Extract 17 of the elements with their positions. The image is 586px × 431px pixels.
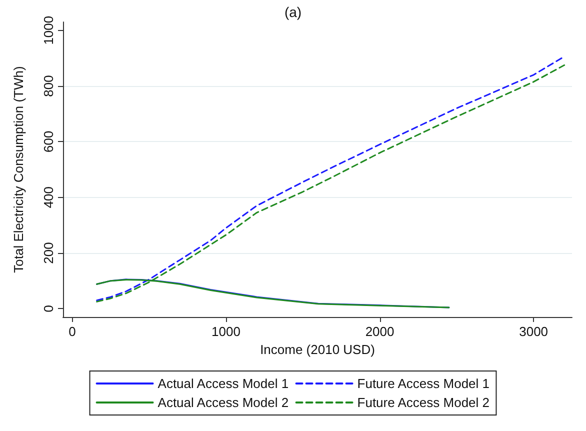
x-tick-label: 0 [68,324,76,339]
y-axis-title: Total Electricity Consumption (TWh) [11,66,26,273]
x-axis-title: Income (2010 USD) [260,342,375,357]
y-tick-label: 400 [41,186,56,208]
chart-title: (a) [284,4,302,20]
y-tick-label: 200 [41,242,56,264]
legend-label: Actual Access Model 1 [158,376,289,391]
y-tick-label: 600 [41,130,56,153]
y-tick-label: 1000 [41,16,56,45]
y-tick-label: 0 [41,305,56,312]
x-tick-label: 1000 [212,324,240,339]
x-tick-label: 2000 [365,324,394,339]
legend-label: Future Access Model 2 [357,395,490,410]
x-tick-label: 3000 [519,324,548,339]
legend-label: Actual Access Model 2 [158,395,289,410]
legend-label: Future Access Model 1 [357,376,490,391]
y-tick-label: 800 [41,75,56,97]
